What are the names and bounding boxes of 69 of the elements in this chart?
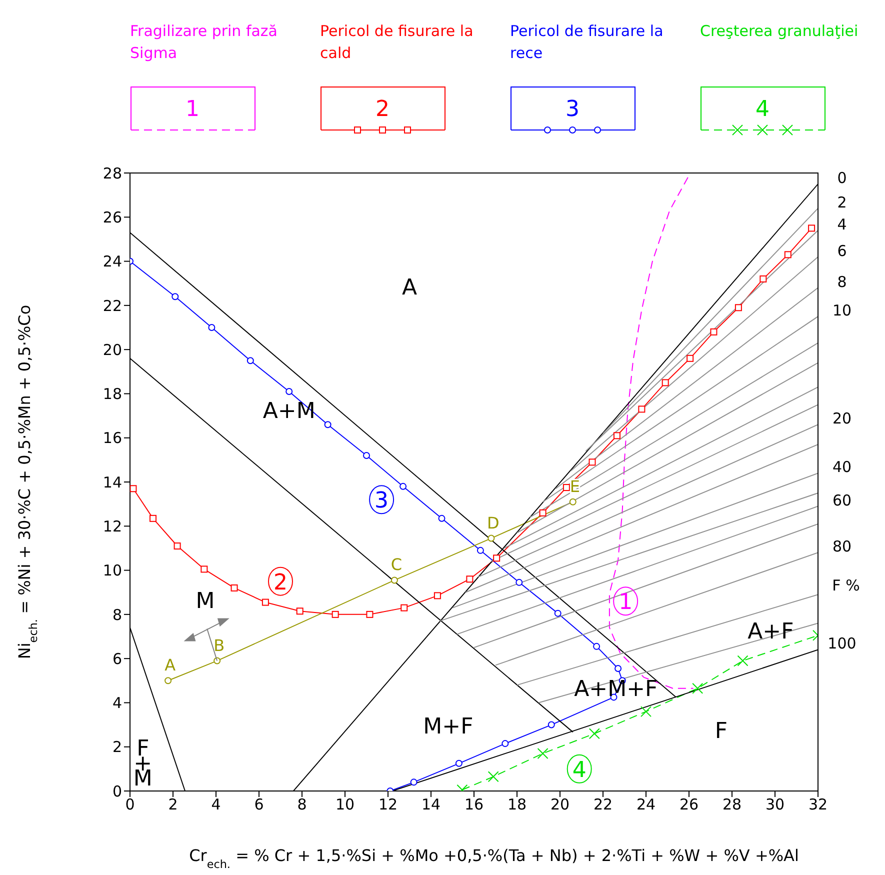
annotation: E xyxy=(570,476,580,496)
series-label: 2 xyxy=(837,193,847,212)
text: 1 xyxy=(186,97,200,122)
x-tick-label: 2 xyxy=(168,796,178,814)
x-tick-label: 6 xyxy=(254,796,264,814)
text: Pericol de fisurare la cald xyxy=(320,21,474,64)
text: Fragilizare prin fază Sigma xyxy=(130,21,278,64)
y-tick-label: 26 xyxy=(102,208,122,226)
x-tick-label: 20 xyxy=(550,796,570,814)
annotation: A+M xyxy=(262,398,316,424)
x-tick-label: 30 xyxy=(765,796,785,814)
y-tick-label: 10 xyxy=(102,562,122,580)
x-tick-label: 28 xyxy=(722,796,742,814)
annotation: F xyxy=(714,719,728,744)
x-tick-label: 16 xyxy=(464,796,484,814)
annotation: C xyxy=(390,555,402,574)
x-tick-label: 22 xyxy=(593,796,613,814)
annotation: 1 xyxy=(618,590,633,616)
y-tick-label: 28 xyxy=(102,164,122,182)
y-tick-label: 22 xyxy=(102,296,122,315)
text: Pericol de fisurare la rece xyxy=(510,21,664,64)
annotation: F+M xyxy=(133,736,152,792)
x-tick-label: 4 xyxy=(211,796,221,814)
annotation: D xyxy=(487,513,500,532)
series-label: 0 xyxy=(837,169,847,188)
y-tick-label: 18 xyxy=(102,385,122,404)
y-tick-label: 14 xyxy=(102,473,122,492)
y-tick-label: 0 xyxy=(112,782,122,800)
y-tick-label: 24 xyxy=(102,252,122,271)
series-label: 20 xyxy=(832,410,852,428)
x-tick-label: 18 xyxy=(507,796,527,814)
y-tick-label: 4 xyxy=(112,694,122,712)
text: 2 xyxy=(376,97,390,122)
y-tick-label: 16 xyxy=(102,429,122,448)
x-axis-title: Cr$_{ech.}$ = % Cr + 1,5·%Si + %Mo +0,5·%(Ta + Nb) + 2·%Ti + %W + %V +%Al xyxy=(189,846,799,870)
x-tick-label: 12 xyxy=(378,796,398,814)
x-tick-label: 8 xyxy=(297,796,307,814)
x-tick-label: 14 xyxy=(421,796,441,814)
y-tick-label: 12 xyxy=(102,517,122,536)
series-label: 60 xyxy=(832,491,852,510)
annotation: 4 xyxy=(572,758,586,783)
x-tick-label: 10 xyxy=(335,796,355,814)
y-tick-label: 20 xyxy=(102,340,122,359)
y-tick-label: 6 xyxy=(112,650,122,668)
y-tick-label: 2 xyxy=(112,738,122,756)
series-label: 40 xyxy=(832,458,852,476)
annotation: 2 xyxy=(274,570,288,596)
x-tick-label: 26 xyxy=(679,796,699,814)
x-tick-label: 0 xyxy=(125,796,135,814)
annotation: M+F xyxy=(423,714,474,740)
text: Creşterea granulaţiei xyxy=(700,21,860,42)
annotation: M xyxy=(196,588,215,614)
series-label: 8 xyxy=(837,272,847,291)
series-label: 100 xyxy=(828,634,856,653)
annotation: A+F xyxy=(748,620,794,645)
text: F % xyxy=(832,576,860,595)
text: 3 xyxy=(566,97,580,122)
annotation: B xyxy=(214,636,225,655)
annotation: 3 xyxy=(374,488,389,514)
series-label: 80 xyxy=(832,538,852,556)
annotation: A xyxy=(164,656,176,675)
annotation: A xyxy=(402,275,418,300)
series-label: 4 xyxy=(837,215,847,234)
text: 4 xyxy=(756,97,770,122)
series-label: 6 xyxy=(837,242,847,260)
series-label: 10 xyxy=(832,301,852,320)
x-tick-label: 32 xyxy=(808,796,828,814)
y-tick-label: 8 xyxy=(112,606,122,624)
x-tick-label: 24 xyxy=(636,796,656,814)
